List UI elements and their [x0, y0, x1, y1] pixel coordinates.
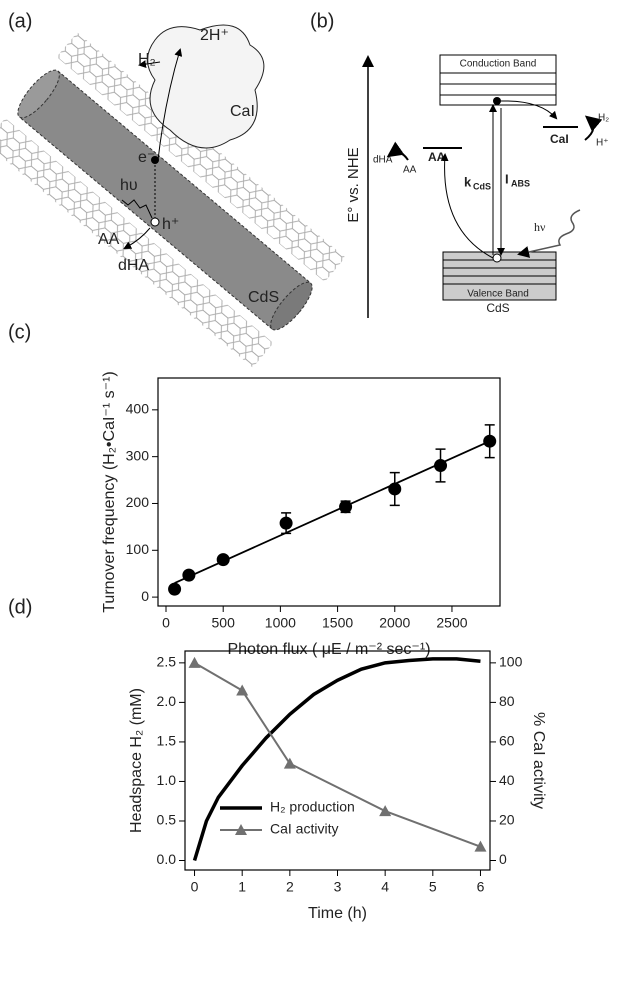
x-tick-label: 500 — [212, 615, 236, 631]
x-tick-label: 6 — [477, 879, 485, 895]
plot-frame — [157, 377, 501, 607]
label: 2H⁺ — [200, 27, 229, 44]
series-line — [192, 657, 481, 862]
label: CdS — [473, 181, 491, 191]
data-point — [483, 434, 497, 448]
label: AA — [403, 165, 417, 176]
y2-tick-label: 60 — [499, 733, 515, 749]
label: Valence Band — [467, 289, 529, 300]
data-point — [168, 582, 182, 596]
legend-label: H₂ production — [270, 799, 355, 815]
y2-tick-label: 40 — [499, 772, 515, 788]
data-point — [283, 757, 296, 769]
panel-label: (b) — [310, 10, 334, 32]
label: hν — [534, 220, 546, 234]
x-tick-label: 5 — [429, 879, 437, 895]
data-point — [379, 805, 392, 817]
data-point — [279, 516, 293, 530]
data-point — [216, 553, 230, 567]
data-point — [339, 500, 353, 514]
label: ABS — [511, 178, 530, 188]
panel-b: (b) E° vs. NHE Conduction Band Valence B… — [310, 10, 609, 318]
x-tick-label: 2000 — [379, 615, 410, 631]
y-tick-label: 0 — [141, 588, 149, 604]
label: k — [464, 174, 472, 189]
y-tick-label: 1.5 — [157, 733, 177, 749]
y-tick-label: 1.0 — [157, 772, 177, 788]
y-tick-label: 2.5 — [157, 654, 177, 670]
data-point — [388, 482, 402, 496]
label: Conduction Band — [460, 59, 537, 70]
data-point — [434, 459, 448, 473]
x-tick-label: 1 — [238, 879, 246, 895]
label: AA — [428, 150, 446, 164]
y-tick-label: 200 — [126, 494, 150, 510]
label: CdS — [248, 289, 279, 306]
y-axis-label: Headspace H₂ (mM) — [128, 688, 145, 833]
y-tick-label: 400 — [126, 401, 150, 417]
x-tick-label: 1500 — [322, 615, 353, 631]
data-point — [188, 656, 201, 668]
label: CaI — [550, 132, 569, 146]
legend-marker — [235, 824, 247, 835]
y2-tick-label: 20 — [499, 812, 515, 828]
label: H₂ — [138, 51, 156, 68]
axis-label: E° vs. NHE — [345, 147, 362, 222]
y-tick-label: 0.0 — [157, 851, 177, 867]
y2-tick-label: 100 — [499, 654, 523, 670]
x-tick-label: 4 — [381, 879, 389, 895]
panel-label: (c) — [8, 321, 31, 343]
legend-label: CaI activity — [270, 821, 338, 837]
series-line — [194, 661, 481, 848]
y2-tick-label: 80 — [499, 693, 515, 709]
label: CaI — [230, 103, 255, 120]
y-tick-label: 2.0 — [157, 693, 177, 709]
label: H₂ — [598, 113, 609, 124]
x-axis-label: Time (h) — [308, 905, 367, 922]
y-tick-label: 300 — [126, 447, 150, 463]
panel-label: (a) — [8, 10, 32, 32]
y-axis-label: Turnover frequency (H₂•CaI⁻¹ s⁻¹) — [101, 371, 118, 613]
x-axis-label: Photon flux ( μE / m⁻² sec⁻¹) — [227, 641, 430, 658]
label: e⁻ — [138, 149, 155, 166]
x-tick-label: 2 — [286, 879, 294, 895]
data-point — [182, 568, 196, 582]
label: hυ — [120, 177, 138, 194]
x-tick-label: 2500 — [436, 615, 467, 631]
x-tick-label: 1000 — [265, 615, 296, 631]
panel-a: (a) H₂ 2H⁺ CaI e⁻ hυ h⁺ AA dHA CdS — [0, 10, 346, 368]
label: CdS — [486, 301, 509, 315]
data-point — [474, 840, 487, 852]
label: dHA — [118, 257, 149, 274]
label: I — [505, 171, 509, 186]
data-point — [236, 684, 249, 696]
y2-tick-label: 0 — [499, 851, 507, 867]
label: dHA — [373, 155, 393, 166]
y2-axis-label: % CaI activity — [530, 712, 547, 809]
x-tick-label: 3 — [334, 879, 342, 895]
panel-label: (d) — [8, 596, 32, 618]
label: H⁺ — [596, 138, 609, 149]
x-tick-label: 0 — [191, 879, 199, 895]
x-tick-label: 0 — [162, 615, 170, 631]
label: AA — [98, 231, 120, 248]
y-tick-label: 100 — [126, 541, 150, 557]
y-tick-label: 0.5 — [157, 812, 177, 828]
label: h⁺ — [162, 216, 179, 233]
